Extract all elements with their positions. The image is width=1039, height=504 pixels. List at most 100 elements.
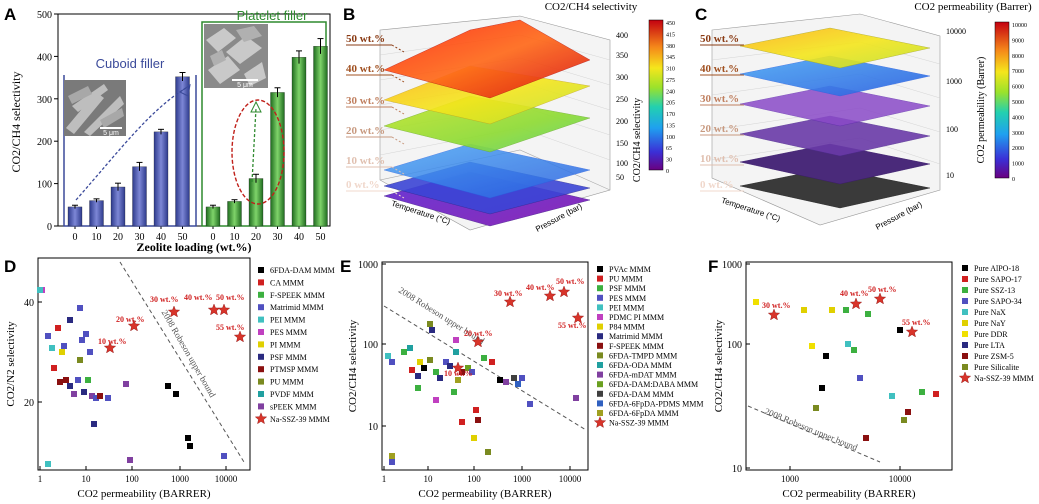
- platelet-bar: [313, 46, 328, 227]
- panel-b-loading-labels: 50 wt.% 40 wt.% 30 wt.% 20 wt.% 10 wt.% 0 wt.…: [346, 33, 405, 199]
- b-loading-label: 40 wt.%: [346, 63, 385, 75]
- panel-letter-b: B: [343, 5, 355, 24]
- b-loading-label: 20 wt.%: [346, 125, 385, 137]
- sem-scalebar-platelet: 5 μm: [237, 82, 253, 89]
- d-data-point: [89, 393, 95, 399]
- b-loading-label: 0 wt.%: [346, 179, 380, 191]
- e-data-point: [459, 369, 465, 375]
- c-ztick-label: 10000: [946, 27, 966, 36]
- legend-entry: Pure NaX: [974, 308, 1006, 317]
- panel-b-zticks: 400 350 300 250 200 150 100 50: [616, 31, 628, 182]
- f-data-point: [863, 435, 869, 441]
- a-ytick-label: 100: [37, 180, 52, 191]
- f-data-point: [905, 409, 911, 415]
- panel-d-points: 10 wt.% 20 wt.% 30 wt.% 40 wt.% 50 wt.% 55 wt…: [37, 287, 247, 467]
- b-colorbar-tick: 450: [666, 21, 675, 27]
- e-data-point: [433, 369, 439, 375]
- a-ytick-label: 500: [37, 10, 52, 21]
- legend-marker: [258, 366, 264, 373]
- c-ztick-label: 1000: [946, 77, 962, 86]
- d-data-point: [81, 389, 87, 395]
- e-data-point: [511, 375, 517, 381]
- legend-marker: [597, 275, 603, 282]
- panel-f-xlabel: CO2 permeability (BARRER): [782, 488, 916, 500]
- panel-c-zlabel: CO2 permeability (Barrer): [976, 57, 987, 164]
- b-loading-label: 30 wt.%: [346, 95, 385, 107]
- d-data-point: [61, 343, 67, 349]
- d-annotation: 10 wt.%: [98, 337, 126, 346]
- b-colorbar-tick: 0: [666, 169, 669, 175]
- b-colorbar-tick: 345: [666, 55, 675, 61]
- panel-f-legend: Pure AlPO-18 Pure SAPO-17 Pure SSZ-13 Pure …: [958, 264, 1034, 384]
- legend-entry: 6FDA-DAM MMM: [270, 266, 335, 275]
- d-na-ssz39-point: [217, 303, 231, 316]
- e-data-point: [489, 359, 495, 365]
- legend-marker: [597, 333, 603, 340]
- e-xtick-label: 10000: [559, 474, 582, 484]
- f-annotation: 55 wt.%: [902, 318, 930, 327]
- panel-a-yticks: 0 100 200 300 400 500: [37, 10, 58, 233]
- legend-marker: [258, 304, 264, 311]
- e-annotation: 20 wt.%: [464, 329, 492, 338]
- d-data-point: [185, 435, 191, 441]
- panel-a-xticks: 0 10 20 30 40 50 0 10 20 30 40 50: [73, 226, 326, 243]
- e-data-point: [527, 401, 533, 407]
- b-colorbar-tick: 100: [666, 135, 675, 141]
- legend-marker: [258, 353, 264, 360]
- f-data-point: [809, 343, 815, 349]
- legend-marker: [962, 276, 968, 282]
- legend-entry: PES MMM: [270, 328, 307, 337]
- b-colorbar-tick: 135: [666, 123, 675, 129]
- d-data-point: [105, 395, 111, 401]
- f-ytick-label: 1000: [722, 260, 742, 271]
- b-colorbar-tick: 65: [666, 146, 672, 152]
- f-annotation: 40 wt.%: [840, 289, 868, 298]
- d-annotation: 55 wt.%: [216, 323, 244, 332]
- e-data-point: [427, 357, 433, 363]
- legend-entry: Pure AlPO-18: [974, 264, 1019, 273]
- c-colorbar-tick: 1000: [1012, 162, 1024, 168]
- f-data-point: [901, 417, 907, 423]
- panel-d-legend: 6FDA-DAM MMM CA MMM F-SPEEK MMM Matrimid MM…: [254, 266, 335, 425]
- panel-letter-d: D: [4, 257, 16, 276]
- legend-marker: [597, 342, 603, 349]
- legend-entry: PU MMM: [270, 378, 304, 387]
- legend-entry: P84 MMM: [609, 323, 645, 332]
- cuboid-bar: [153, 131, 169, 227]
- panel-e-ticks: 1000 100 10 1 10 100 1000 10000: [358, 260, 582, 484]
- d-data-point: [67, 383, 73, 389]
- d-annotation: 30 wt.%: [150, 295, 178, 304]
- e-annotation: 55 wt.%: [558, 321, 586, 330]
- c-colorbar-tick: 7000: [1012, 69, 1024, 75]
- legend-marker: [258, 329, 264, 335]
- c-ztick-label: 100: [946, 125, 958, 134]
- legend-marker: [258, 267, 264, 273]
- legend-marker: [597, 371, 603, 378]
- c-ztick-label: 10: [946, 171, 954, 180]
- e-na-ssz39-point: [571, 311, 585, 324]
- legend-entry: F-SPEEK MMM: [270, 291, 325, 300]
- legend-marker: [962, 353, 968, 359]
- e-annotation: 50 wt.%: [556, 277, 584, 286]
- d-na-ssz39-point: [103, 341, 117, 354]
- cuboid-bar: [89, 200, 104, 227]
- platelet-bar: [205, 206, 221, 227]
- d-data-point: [63, 377, 69, 383]
- e-data-point: [401, 349, 407, 355]
- legend-marker: [597, 390, 603, 397]
- d-data-point: [67, 317, 73, 323]
- legend-marker: [258, 391, 264, 397]
- a-ytick-label: 300: [37, 95, 52, 106]
- legend-marker: [597, 285, 603, 292]
- e-data-point: [451, 389, 457, 395]
- d-annotation: 20 wt.%: [116, 315, 144, 324]
- d-annotation: 40 wt.%: [184, 293, 212, 302]
- b-colorbar-tick: 240: [666, 89, 675, 95]
- d-data-point: [45, 461, 51, 467]
- d-data-point: [165, 383, 171, 389]
- legend-entry: PU MMM: [609, 275, 643, 284]
- f-data-point: [843, 307, 849, 313]
- platelet-bar: [248, 178, 264, 227]
- cuboid-bar: [110, 186, 126, 227]
